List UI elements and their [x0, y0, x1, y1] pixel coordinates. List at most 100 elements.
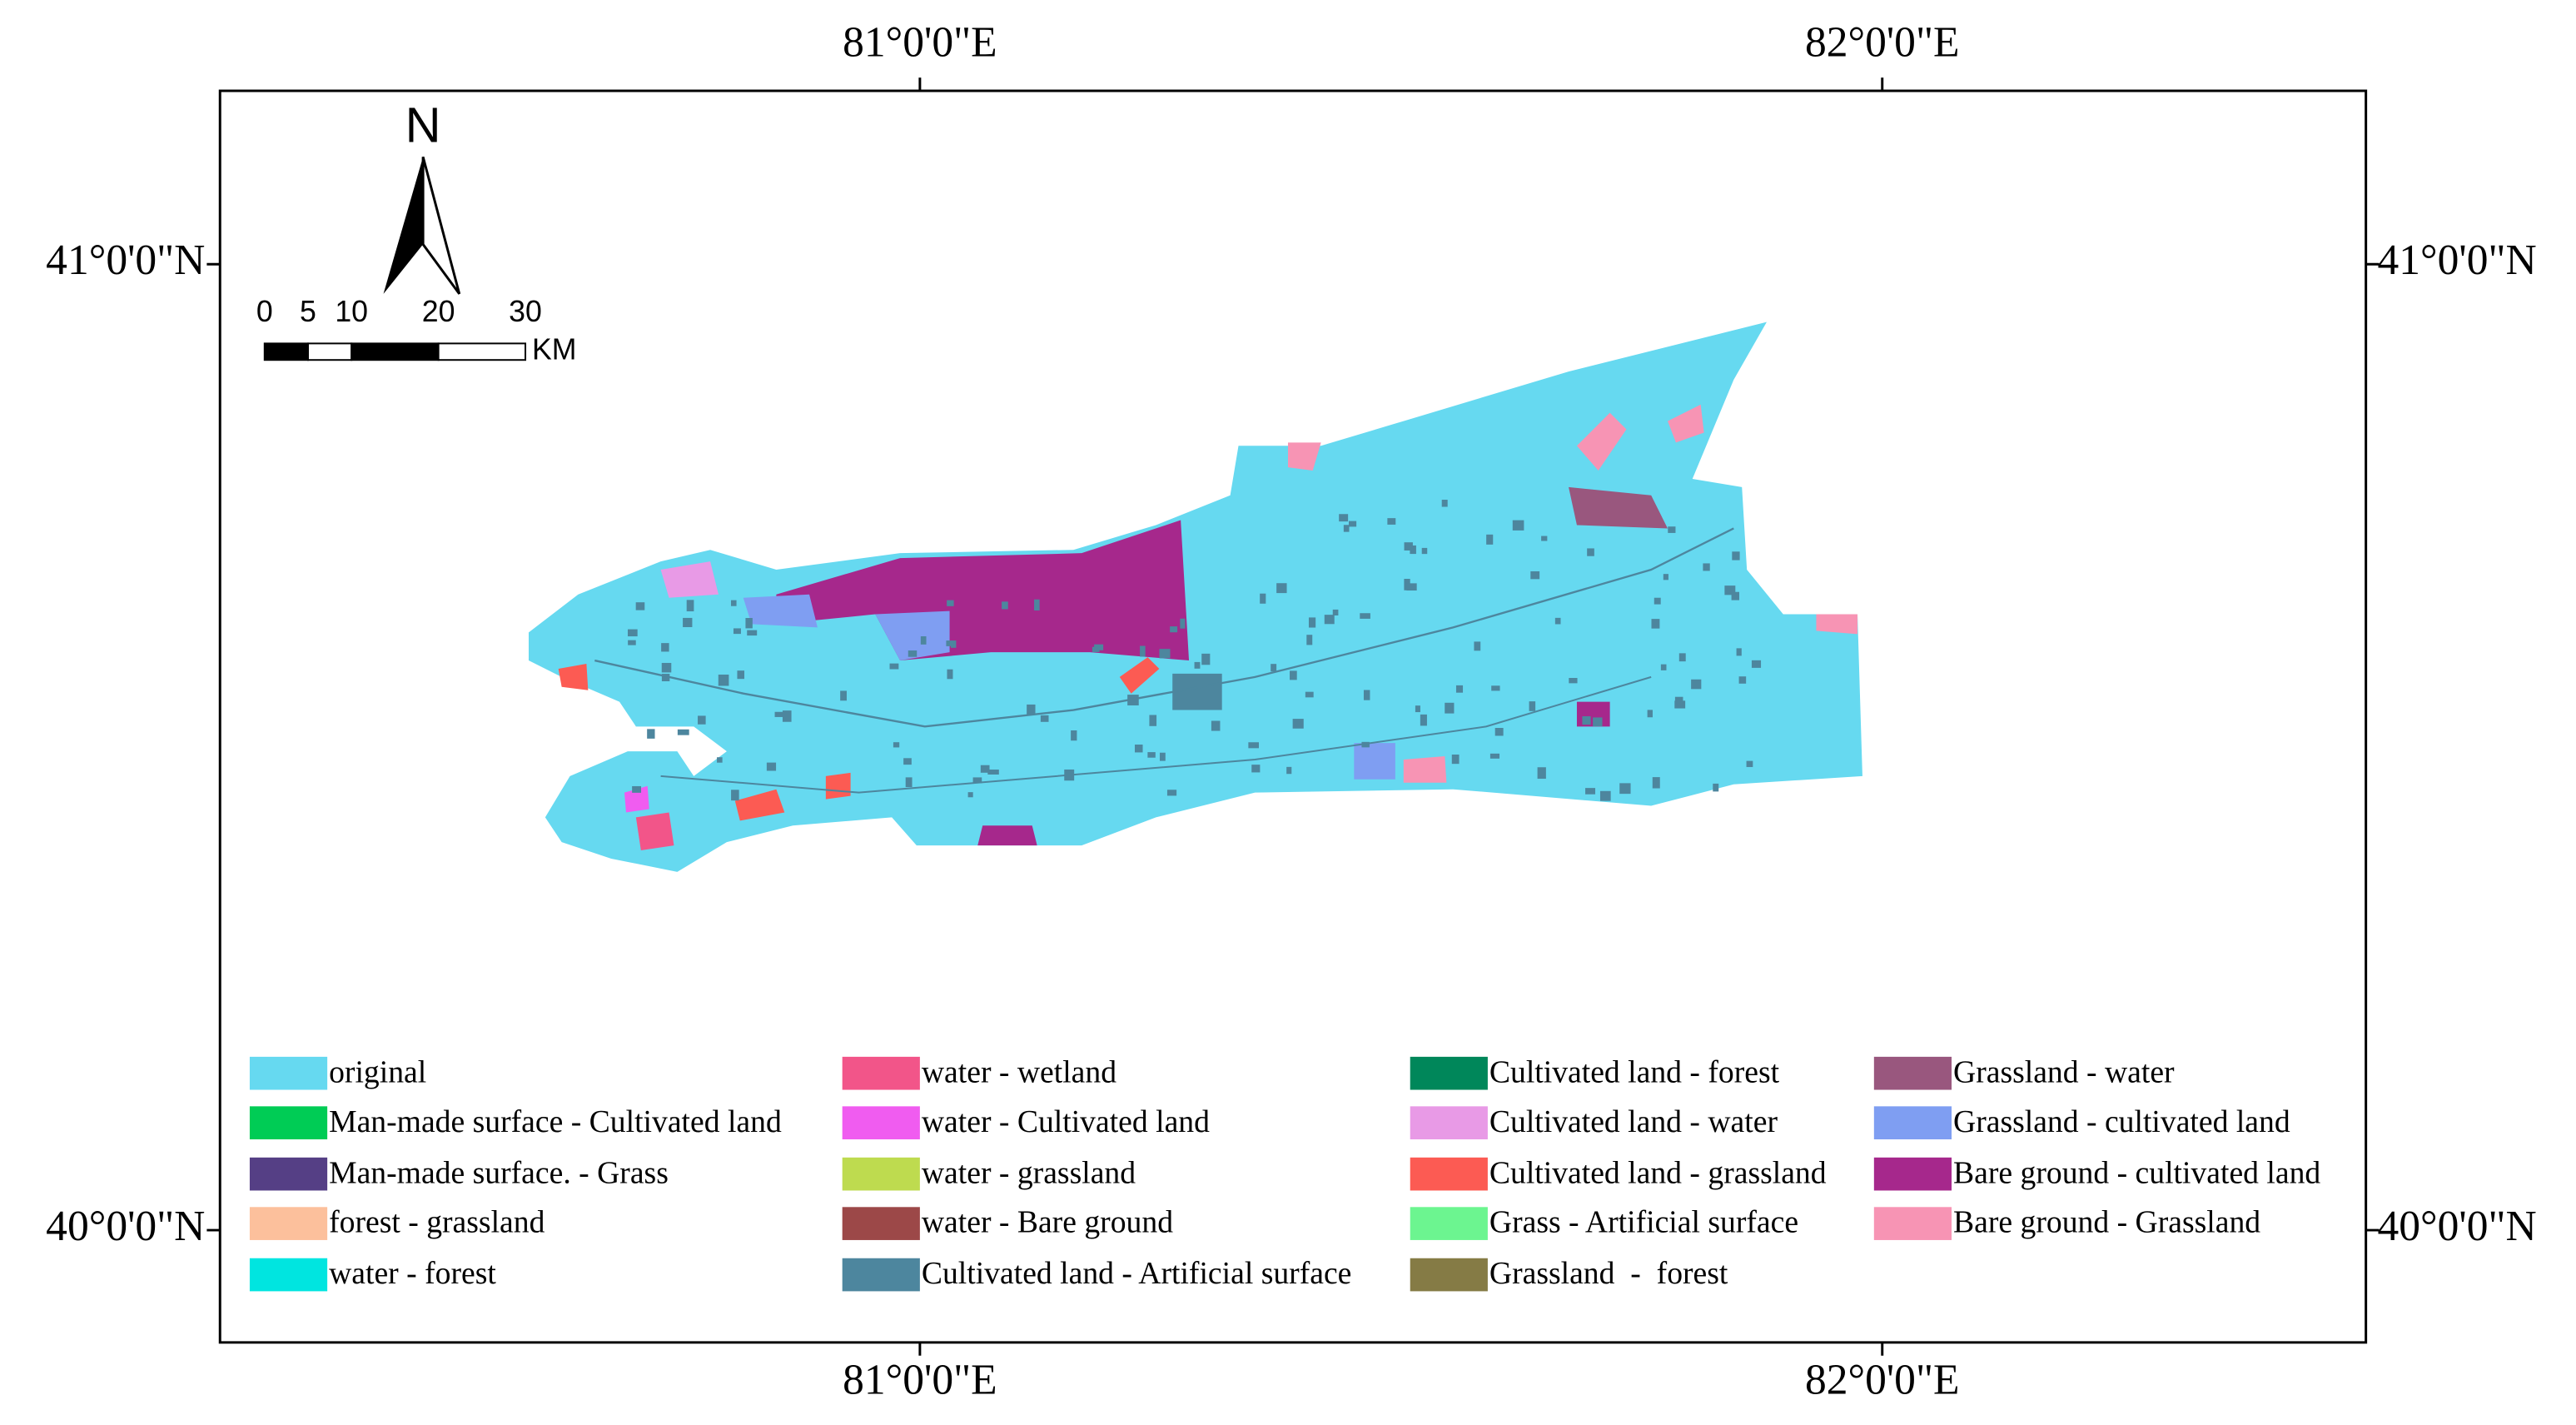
legend-swatch — [1873, 1157, 1952, 1191]
area-cult-artificial — [840, 690, 847, 701]
area-cult-artificial — [1541, 536, 1548, 541]
area-original — [528, 321, 1862, 872]
legend-label: water - Cultivated land — [922, 1104, 1210, 1139]
area-cult-grassland — [734, 789, 785, 821]
area-bare-grassland — [1816, 614, 1858, 635]
area-cult-artificial — [1491, 685, 1500, 691]
area-cult-artificial — [1587, 548, 1594, 556]
area-cult-artificial — [946, 640, 954, 646]
legend-swatch — [249, 1258, 328, 1292]
area-cult-artificial — [1166, 790, 1177, 796]
area-cult-artificial — [1660, 664, 1667, 670]
area-cult-artificial — [967, 792, 973, 798]
area-cult-artificial — [1159, 752, 1166, 761]
area-cult-artificial — [683, 617, 693, 627]
area-cult-artificial — [1530, 570, 1540, 580]
scale-segment — [351, 342, 440, 361]
legend-swatch — [842, 1106, 920, 1140]
area-cult-artificial — [1652, 777, 1660, 789]
area-cult-artificial — [1663, 574, 1668, 580]
area-cult-artificial — [1732, 551, 1740, 561]
area-cult-artificial — [1751, 660, 1762, 668]
area-cult-artificial — [1746, 760, 1753, 767]
legend-swatch — [1410, 1056, 1488, 1090]
legend-swatch — [842, 1157, 920, 1191]
legend-swatch — [1873, 1207, 1952, 1240]
area-cult-artificial — [647, 729, 655, 739]
area-cult-artificial — [1421, 547, 1428, 555]
area-cult-artificial — [1134, 744, 1143, 753]
area-cult-artificial — [908, 650, 918, 657]
area-cult-artificial — [1308, 617, 1316, 628]
area-cult-artificial — [632, 785, 642, 793]
legend-label: Grassland - forest — [1489, 1256, 1728, 1291]
scale-label: 30 — [509, 295, 542, 328]
area-bare-grassland — [1288, 442, 1321, 471]
area-cult-artificial — [747, 630, 758, 636]
legend-swatch — [842, 1056, 920, 1090]
scale-label: 0 — [256, 295, 273, 328]
area-cult-artificial — [920, 635, 927, 645]
area-cult-artificial — [635, 602, 645, 610]
legend-label: original — [329, 1054, 426, 1089]
area-cult-artificial — [1691, 679, 1702, 690]
area-cult-artificial — [1159, 649, 1171, 659]
lat-label: 41°0'0"N — [2378, 237, 2537, 284]
area-cult-artificial — [1647, 710, 1653, 718]
area-cult-artificial — [627, 629, 638, 637]
area-cult-artificial — [1441, 500, 1448, 507]
area-cult-artificial — [718, 674, 729, 686]
legend-label: Man-made surface - Cultivated land — [329, 1104, 782, 1139]
area-cult-artificial — [1348, 521, 1357, 527]
area-cult-artificial — [1324, 615, 1335, 625]
legend-label: Man-made surface. - Grass — [329, 1155, 669, 1190]
area-cult-artificial — [1713, 783, 1719, 792]
area-cult-artificial — [1494, 728, 1504, 736]
legend-label: Cultivated land - Artificial surface — [922, 1256, 1352, 1291]
legend-swatch — [249, 1157, 328, 1191]
area-cult-artificial — [1554, 617, 1561, 625]
river — [660, 675, 1652, 794]
legend-swatch — [1873, 1106, 1952, 1140]
area-cult-artificial — [1360, 613, 1370, 619]
area-cult-artificial — [730, 600, 737, 606]
lon-label: 81°0'0"E — [843, 1356, 997, 1403]
area-cult-artificial — [1736, 648, 1742, 656]
area-grass-cultivated — [743, 594, 818, 628]
area-bare-cultivated — [776, 520, 1190, 661]
area-cult-artificial — [1445, 702, 1455, 714]
area-cult-artificial — [1678, 653, 1686, 662]
scale-label: 10 — [335, 295, 368, 328]
area-cult-artificial — [1420, 714, 1427, 726]
area-cult-artificial — [889, 663, 899, 670]
area-cult-artificial — [766, 762, 777, 771]
area-cult-grassland — [1119, 657, 1160, 694]
area-cult-artificial — [1582, 716, 1591, 725]
area-cult-artificial — [1406, 583, 1417, 591]
legend-label: Cultivated land - grassland — [1489, 1155, 1827, 1190]
area-cult-artificial — [1071, 730, 1077, 741]
area-cult-artificial — [1027, 704, 1036, 715]
area-cult-artificial — [1276, 583, 1287, 594]
area-water-cultivated — [624, 785, 649, 813]
area-cult-artificial — [1451, 755, 1460, 765]
area-cult-artificial — [1654, 597, 1661, 605]
area-cult-artificial — [1404, 542, 1413, 551]
area-cult-artificial — [1668, 526, 1676, 533]
legend-label: Grass - Artificial surface — [1489, 1205, 1798, 1240]
area-cult-artificial — [1094, 644, 1104, 650]
scale-segment — [437, 342, 527, 361]
area-grass-cultivated — [1354, 743, 1395, 780]
area-cult-artificial — [1306, 635, 1313, 645]
area-cult-artificial — [947, 600, 954, 606]
area-cult-artificial — [1260, 593, 1266, 604]
area-cult-artificial — [1211, 720, 1221, 731]
legend-label: forest - grassland — [329, 1205, 545, 1240]
area-cult-artificial — [677, 729, 689, 735]
lat-label: 41°0'0"N — [46, 237, 205, 284]
area-cult-artificial — [782, 710, 792, 722]
lon-label: 82°0'0"E — [1805, 18, 1959, 66]
area-cult-artificial — [905, 777, 913, 788]
area-cult-artificial — [774, 711, 786, 717]
